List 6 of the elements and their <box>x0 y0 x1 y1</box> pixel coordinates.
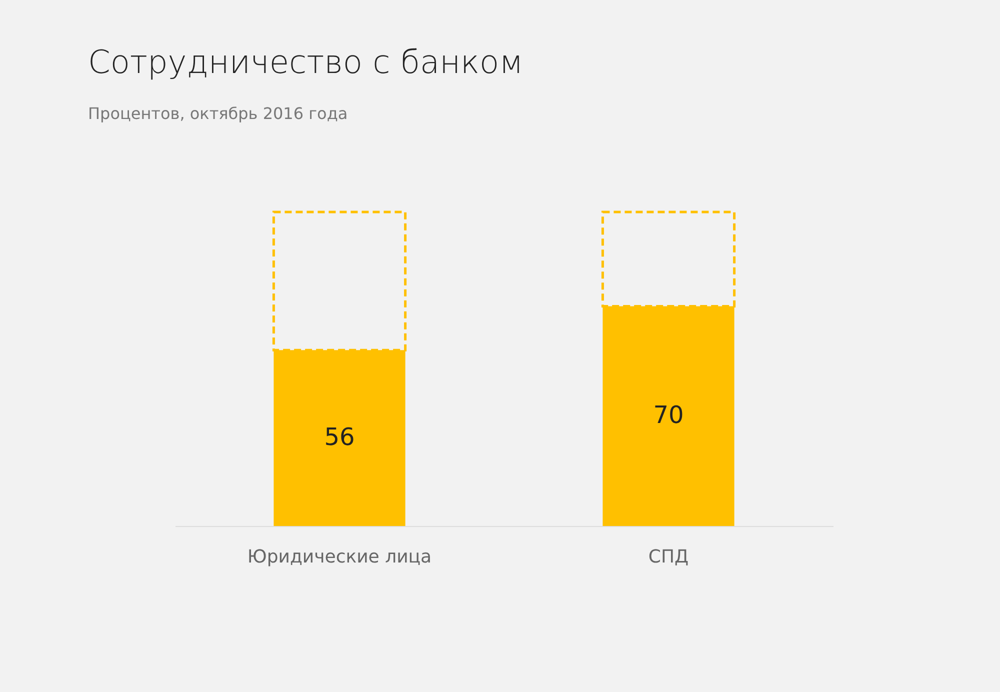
data-label: 56 <box>324 423 355 452</box>
x-tick-label: СПД <box>648 546 689 568</box>
data-label: 70 <box>653 401 684 430</box>
x-tick-label: Юридические лица <box>247 546 432 568</box>
chart-subtitle: Процентов, октябрь 2016 года <box>88 104 348 123</box>
chart-title: Сотрудничество с банком <box>88 42 524 81</box>
